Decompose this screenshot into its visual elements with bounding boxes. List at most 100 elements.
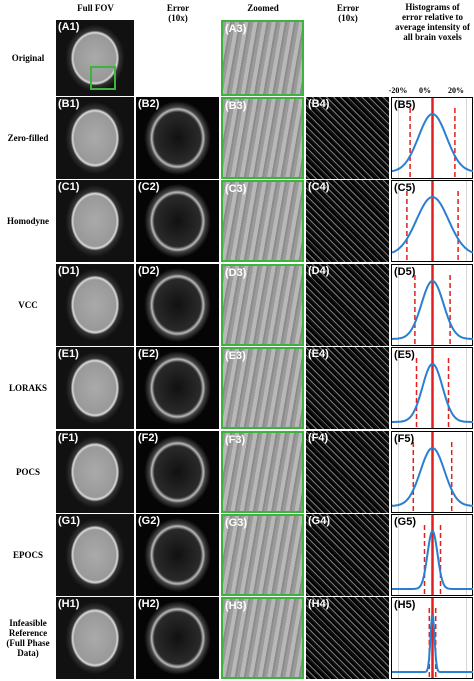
panel-label: (B1)	[58, 98, 80, 110]
histogram-panel: (B5)	[391, 97, 473, 179]
image-panel: (E4)	[306, 347, 389, 430]
histogram-panel: (C5)	[391, 180, 473, 263]
column-header: Error (10x)	[336, 3, 360, 23]
histogram-curve	[392, 363, 473, 424]
histogram-curve	[392, 279, 473, 340]
image-panel: (E1)	[56, 347, 134, 430]
column-header: Histograms of error relative to average …	[395, 2, 470, 42]
panel-label: (B3)	[225, 100, 247, 112]
image-panel: (H4)	[306, 597, 389, 680]
image-panel: (D3)	[221, 263, 304, 346]
histogram	[392, 348, 473, 429]
image-panel: (B3)	[221, 97, 304, 179]
image-panel: (C2)	[136, 180, 219, 263]
image-panel: (G4)	[306, 514, 389, 596]
panel-label: (F3)	[225, 433, 246, 446]
image-panel: (H1)	[56, 597, 134, 680]
panel-label: (H1)	[58, 598, 80, 611]
row-label: Original	[11, 53, 45, 63]
panel-label: (D3)	[225, 266, 247, 279]
row-label: Homodyne	[6, 216, 49, 227]
image-panel: (G1)	[56, 514, 134, 596]
panel-label: (H5)	[394, 599, 416, 612]
image-panel: (F4)	[306, 430, 389, 513]
histogram-curve	[392, 113, 473, 173]
panel-label: (C1)	[58, 181, 80, 194]
panel-label: (G2)	[138, 515, 160, 527]
panel-label: (C2)	[138, 181, 160, 194]
axis-label: -20%	[388, 86, 408, 95]
panel-label: (G3)	[225, 517, 247, 529]
row-label: POCS	[15, 466, 40, 477]
panel-label: (E4)	[308, 348, 329, 361]
panel-label: (E3)	[225, 350, 246, 363]
panel-label: (E1)	[58, 348, 79, 361]
image-panel: (H3)	[221, 597, 304, 680]
column-header: Full FOV	[77, 3, 114, 13]
image-panel: (E3)	[221, 347, 304, 430]
image-panel: (B4)	[306, 97, 389, 179]
image-panel: (A1)	[56, 20, 134, 96]
panel-label: (E2)	[138, 348, 159, 361]
panel-label: (B4)	[308, 98, 330, 110]
panel-label: (F5)	[394, 432, 415, 445]
zoom-box	[90, 66, 116, 90]
panel-label: (G1)	[58, 515, 80, 527]
histogram-curve	[392, 196, 473, 254]
histogram	[392, 431, 473, 512]
panel-label: (C3)	[225, 183, 247, 196]
histogram-panel: (F5)	[391, 430, 473, 513]
histogram-panel: (D5)	[391, 263, 473, 346]
column-header: Zoomed	[247, 3, 279, 13]
histogram-panel: (E5)	[391, 347, 473, 430]
histogram-curve	[392, 446, 473, 507]
image-panel: (G2)	[136, 514, 219, 596]
image-panel: (F2)	[136, 430, 219, 513]
panel-label: (D5)	[394, 265, 416, 278]
image-panel: (C3)	[221, 180, 304, 263]
panel-label: (A3)	[225, 23, 247, 35]
image-panel: (B1)	[56, 97, 134, 179]
panel-label: (G5)	[394, 516, 416, 528]
panel-label: (F2)	[138, 431, 159, 444]
image-panel: (A3)	[221, 20, 304, 96]
panel-label: (D4)	[308, 264, 330, 277]
histogram-panel: (H5)	[391, 597, 473, 680]
column-header: Error (10x)	[166, 3, 190, 23]
image-panel: (D2)	[136, 263, 219, 346]
panel-label: (D1)	[58, 264, 80, 277]
image-panel: (C1)	[56, 180, 134, 263]
image-panel: (D4)	[306, 263, 389, 346]
histogram-panel: (G5)	[391, 514, 473, 596]
image-panel: (B2)	[136, 97, 219, 179]
row-label: VCC	[18, 299, 38, 310]
axis-label: 20%	[448, 86, 464, 95]
histogram	[392, 98, 473, 178]
histogram	[392, 264, 473, 345]
histogram	[392, 181, 473, 262]
panel-label: (F1)	[58, 431, 79, 444]
image-panel: (G3)	[221, 514, 304, 596]
row-label: LORAKS	[8, 383, 47, 394]
panel-label: (B5)	[394, 99, 416, 111]
image-panel: (E2)	[136, 347, 219, 430]
row-label: EPOCS	[12, 550, 43, 560]
image-panel: (F3)	[221, 430, 304, 513]
panel-label: (F4)	[308, 431, 329, 444]
row-label: Infeasible Reference (Full Phase Data)	[6, 618, 50, 659]
histogram-curve	[392, 615, 473, 674]
histogram	[392, 598, 473, 679]
image-panel: (D1)	[56, 263, 134, 346]
panel-label: (D2)	[138, 264, 160, 277]
histogram	[392, 515, 473, 595]
panel-label: (A1)	[58, 21, 80, 33]
panel-label: (H2)	[138, 598, 160, 611]
row-label: Zero-filled	[7, 133, 49, 143]
panel-label: (H3)	[225, 600, 247, 613]
panel-label: (C5)	[394, 182, 416, 195]
panel-label: (G4)	[308, 515, 330, 527]
axis-label: 0%	[419, 86, 431, 95]
image-panel: (F1)	[56, 430, 134, 513]
panel-label: (E5)	[394, 349, 415, 362]
